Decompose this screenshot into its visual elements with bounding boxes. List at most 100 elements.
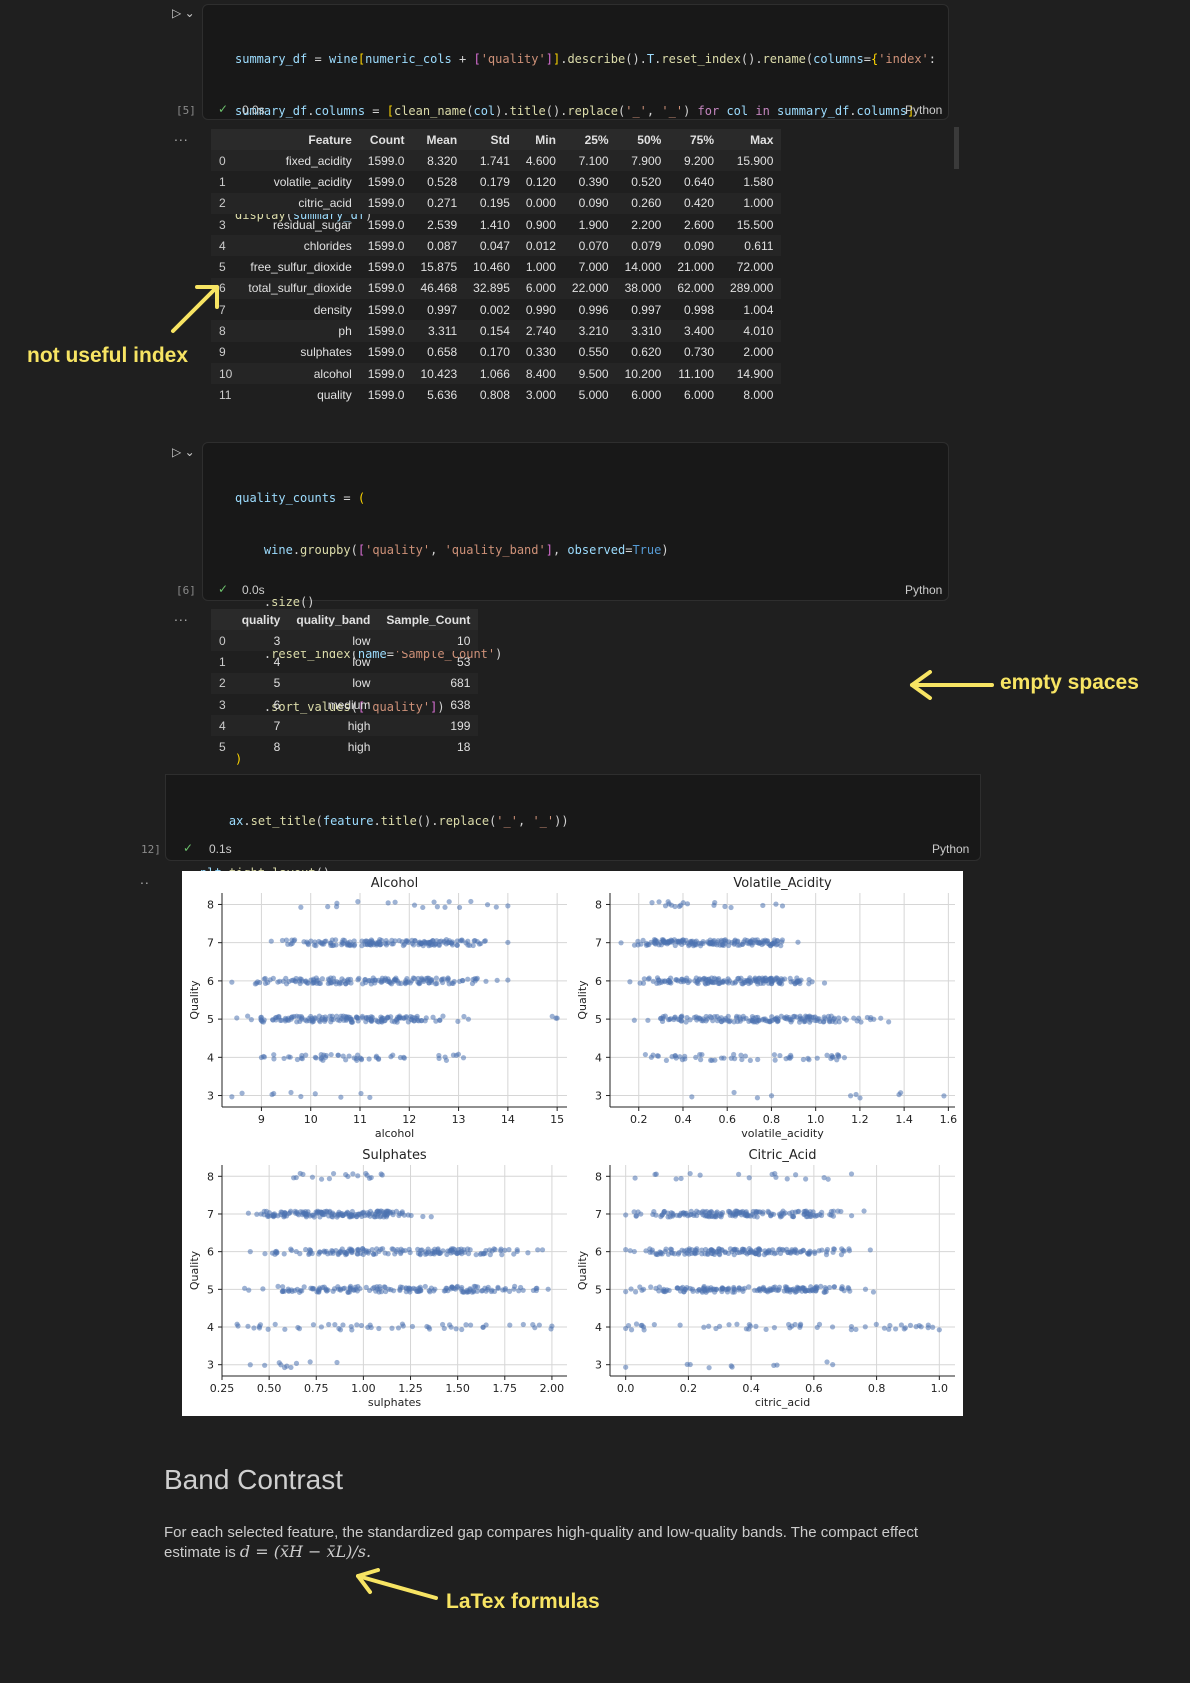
data-point xyxy=(717,942,723,948)
data-point xyxy=(325,904,331,910)
data-point xyxy=(773,975,779,981)
kernel-language[interactable]: Python xyxy=(905,583,943,597)
x-tick-label: 1.25 xyxy=(398,1382,423,1395)
code-cell-6[interactable]: quality_counts = ( wine.groupby(['qualit… xyxy=(202,442,949,818)
data-point xyxy=(266,1213,272,1219)
data-point xyxy=(803,1210,810,1217)
data-point xyxy=(779,939,785,945)
data-point xyxy=(916,1322,922,1329)
data-point xyxy=(692,939,698,945)
data-point xyxy=(776,980,782,987)
x-tick-label: 0.2 xyxy=(630,1113,648,1126)
output-menu-icon[interactable]: ... xyxy=(174,128,189,144)
data-point xyxy=(853,1326,859,1333)
data-point xyxy=(411,902,418,908)
table-cell: 14.000 xyxy=(624,260,662,275)
data-point xyxy=(930,1324,936,1330)
data-point xyxy=(367,1094,373,1101)
data-point xyxy=(463,940,469,946)
data-point xyxy=(362,941,368,948)
column-header xyxy=(211,129,241,150)
data-point xyxy=(288,1089,294,1096)
data-point xyxy=(867,1016,874,1023)
data-point xyxy=(671,1251,678,1257)
data-point xyxy=(653,1171,659,1177)
data-point xyxy=(870,1289,877,1295)
data-point xyxy=(757,1287,763,1293)
data-point xyxy=(668,1246,675,1253)
data-point xyxy=(392,899,398,905)
annotation-arrow-latex xyxy=(356,1568,438,1600)
data-point xyxy=(295,1324,301,1331)
data-point xyxy=(322,1014,328,1020)
data-point xyxy=(340,1053,346,1059)
data-point xyxy=(746,1249,753,1256)
table-cell: 0.002 xyxy=(479,302,510,317)
data-point xyxy=(467,1322,474,1328)
output-menu-icon[interactable]: ... xyxy=(174,608,189,624)
x-tick-label: 12 xyxy=(402,1113,416,1126)
table-cell: volatile_acidity xyxy=(273,174,352,189)
y-tick-label: 6 xyxy=(207,1246,214,1259)
table-cell: 0.260 xyxy=(616,192,670,214)
data-point xyxy=(378,1016,384,1022)
data-point xyxy=(762,1016,768,1022)
data-point xyxy=(857,1095,863,1101)
y-tick-label: 6 xyxy=(595,1246,602,1259)
output-menu-icon[interactable]: .. xyxy=(140,871,150,887)
data-point xyxy=(346,1053,352,1059)
x-tick-label: 0.25 xyxy=(210,1382,235,1395)
data-point xyxy=(340,1212,346,1219)
table-cell: 21.000 xyxy=(677,260,715,275)
data-point xyxy=(683,937,689,943)
data-point xyxy=(260,1286,266,1292)
run-cell-button[interactable]: ▷ ⌄ xyxy=(172,6,195,20)
data-point xyxy=(245,1210,251,1216)
annotation-arrow-index xyxy=(171,285,219,333)
x-tick-label: 1.50 xyxy=(445,1382,470,1395)
data-point xyxy=(757,1247,763,1253)
data-point xyxy=(795,939,801,945)
data-point xyxy=(643,1248,649,1254)
code-cell-5[interactable]: summary_df = wine[numeric_cols + ['quali… xyxy=(202,4,949,222)
data-point xyxy=(443,937,449,943)
data-point xyxy=(631,1017,637,1023)
code-cell-12[interactable]: ax.set_title(feature.title().replace('_'… xyxy=(165,774,981,932)
x-axis-label: citric_acid xyxy=(755,1396,810,1409)
kernel-language[interactable]: Python xyxy=(905,103,943,117)
data-point xyxy=(429,1250,436,1257)
data-point xyxy=(438,977,444,983)
table-cell: 3.000 xyxy=(525,387,556,402)
data-point xyxy=(468,898,474,905)
data-point xyxy=(821,1014,827,1020)
data-point xyxy=(753,1323,759,1329)
data-point xyxy=(350,1212,357,1219)
table-row: 2 5 low 681 xyxy=(211,672,479,694)
data-point xyxy=(841,1055,848,1061)
kernel-language[interactable]: Python xyxy=(932,842,970,856)
data-point xyxy=(239,1090,245,1096)
data-point xyxy=(489,1287,495,1293)
x-axis-label: alcohol xyxy=(375,1127,414,1140)
data-point xyxy=(662,1013,668,1019)
data-point xyxy=(317,1249,323,1255)
y-tick-label: 8 xyxy=(595,1170,602,1183)
data-point xyxy=(792,1209,799,1215)
table-cell: fixed_acidity xyxy=(240,150,360,172)
data-point xyxy=(275,979,281,985)
data-point xyxy=(451,1285,457,1292)
data-point xyxy=(867,1247,873,1253)
data-point xyxy=(901,1326,907,1332)
data-point xyxy=(289,1288,295,1294)
data-point xyxy=(752,1019,758,1025)
data-point xyxy=(751,1287,758,1293)
data-point xyxy=(738,975,744,981)
execution-count: [6] xyxy=(176,584,196,597)
output-scrollbar[interactable] xyxy=(954,127,959,169)
row-index: 5 xyxy=(219,260,226,275)
data-point xyxy=(256,1323,262,1330)
table-cell: low xyxy=(352,654,371,669)
run-cell-button[interactable]: ▷ ⌄ xyxy=(172,445,195,459)
data-point xyxy=(271,1052,277,1058)
data-point xyxy=(372,977,378,983)
